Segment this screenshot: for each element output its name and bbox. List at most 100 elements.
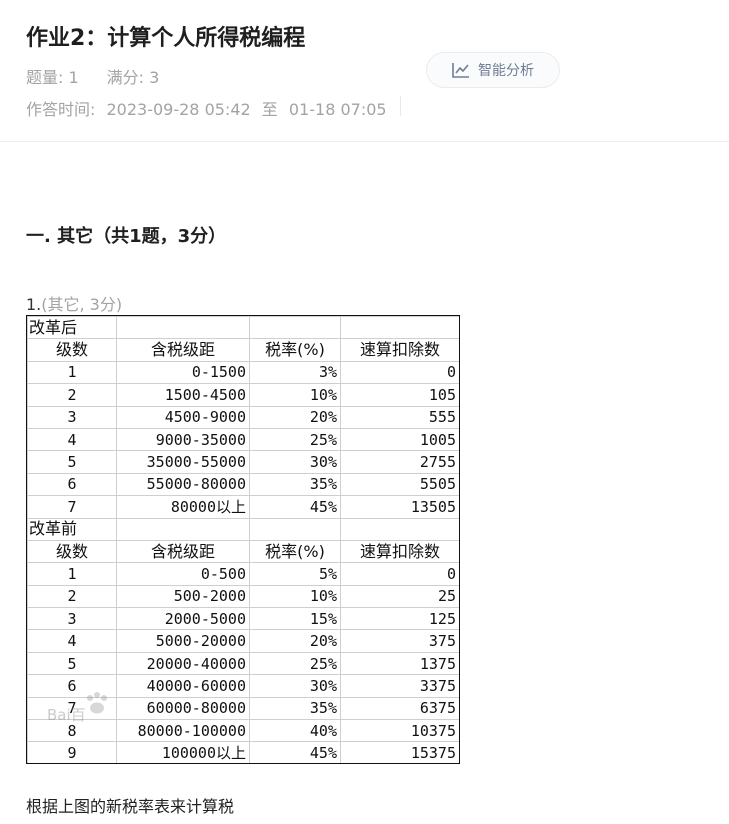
table-cell: 9 bbox=[27, 741, 117, 763]
table-cell: 1 bbox=[27, 562, 117, 586]
table-column-header: 税率(%) bbox=[249, 338, 341, 362]
meta-row-score: 题量: 1 满分: 3 bbox=[26, 64, 159, 88]
table-header-row: 级数 含税级距 税率(%) 速算扣除数 bbox=[27, 539, 459, 564]
table-cell: 2 bbox=[27, 584, 117, 609]
table-row: 7 80000以上 45% 13505 bbox=[27, 495, 459, 519]
table-column-header: 速算扣除数 bbox=[340, 539, 459, 564]
line-chart-icon bbox=[452, 62, 470, 78]
table-row: 4 5000-20000 20% 375 bbox=[27, 629, 459, 653]
assignment-title: 作业2：计算个人所得税编程 bbox=[26, 26, 306, 51]
table-cell: 2 bbox=[27, 383, 117, 407]
table-cell: 3375 bbox=[340, 674, 459, 698]
table-cell: 8 bbox=[27, 719, 117, 743]
table-empty-cell bbox=[340, 316, 459, 340]
table-empty-cell bbox=[249, 517, 341, 541]
table-cell: 55000-80000 bbox=[116, 472, 250, 497]
table-column-header: 含税级距 bbox=[116, 338, 250, 362]
table-group-before: 改革前 bbox=[27, 517, 459, 541]
table-cell: 1005 bbox=[340, 427, 459, 452]
table-cell: 5 bbox=[27, 450, 117, 474]
table-cell: 7 bbox=[27, 495, 117, 519]
table-cell: 10% bbox=[249, 584, 341, 609]
table-cell: 35% bbox=[249, 696, 341, 721]
table-cell: 5000-20000 bbox=[116, 629, 250, 653]
table-cell: 45% bbox=[249, 741, 341, 763]
table-cell: 15375 bbox=[340, 741, 459, 763]
table-cell: 40% bbox=[249, 719, 341, 743]
table-cell: 375 bbox=[340, 629, 459, 653]
table-cell: 1500-4500 bbox=[116, 383, 250, 407]
table-cell: 0-500 bbox=[116, 562, 250, 586]
table-cell: 6375 bbox=[340, 696, 459, 721]
table-cell: 15% bbox=[249, 607, 341, 631]
table-cell: 4 bbox=[27, 427, 117, 452]
smart-analysis-button[interactable]: 智能分析 bbox=[426, 52, 560, 88]
table-cell: 10% bbox=[249, 383, 341, 407]
table-cell: 80000-100000 bbox=[116, 719, 250, 743]
table-cell: 1 bbox=[27, 360, 117, 385]
table-cell: 0 bbox=[340, 360, 459, 385]
meta-row-time: 作答时间: 2023-09-28 05:42 至 01-18 07:05 bbox=[26, 96, 401, 120]
table-cell: 80000以上 bbox=[116, 495, 250, 519]
table-cell: 45% bbox=[249, 495, 341, 519]
table-row: 3 4500-9000 20% 555 bbox=[27, 405, 459, 429]
table-group-after: 改革后 bbox=[27, 316, 459, 340]
table-row: 3 2000-5000 15% 125 bbox=[27, 607, 459, 631]
table-row: 1 0-1500 3% 0 bbox=[27, 360, 459, 385]
table-cell: 5505 bbox=[340, 472, 459, 497]
table-cell: 10375 bbox=[340, 719, 459, 743]
table-cell: 4 bbox=[27, 629, 117, 653]
question-type-score: (其它, 3分) bbox=[41, 295, 123, 314]
table-cell: 35000-55000 bbox=[116, 450, 250, 474]
table-row: 1 0-500 5% 0 bbox=[27, 562, 459, 586]
table-cell: 0 bbox=[340, 562, 459, 586]
table-row: 9 100000以上 45% 15375 bbox=[27, 741, 459, 763]
table-cell: 60000-80000 bbox=[116, 696, 250, 721]
header-divider bbox=[0, 141, 729, 142]
table-row: 4 9000-35000 25% 1005 bbox=[27, 427, 459, 452]
time-separator: 至 bbox=[261, 100, 278, 119]
table-cell: 100000以上 bbox=[116, 741, 250, 763]
time-end: 01-18 07:05 bbox=[288, 100, 387, 119]
question-prompt: 根据上图的新税率表来计算税 bbox=[26, 797, 235, 816]
table-row: 5 35000-55000 30% 2755 bbox=[27, 450, 459, 474]
smart-analysis-label: 智能分析 bbox=[478, 63, 534, 79]
table-cell: 125 bbox=[340, 607, 459, 631]
table-cell: 0-1500 bbox=[116, 360, 250, 385]
table-cell: 2755 bbox=[340, 450, 459, 474]
meta-divider bbox=[400, 96, 401, 116]
table-column-header: 税率(%) bbox=[249, 539, 341, 564]
table-row: 6 55000-80000 35% 5505 bbox=[27, 472, 459, 497]
table-cell: 3% bbox=[249, 360, 341, 385]
table-cell: 555 bbox=[340, 405, 459, 429]
table-cell: 13505 bbox=[340, 495, 459, 519]
table-cell: 5 bbox=[27, 651, 117, 676]
full-score: 满分: 3 bbox=[106, 68, 160, 87]
table-cell: 3 bbox=[27, 607, 117, 631]
table-row: 6 40000-60000 30% 3375 bbox=[27, 674, 459, 698]
table-group-label: 改革后 bbox=[27, 316, 117, 340]
table-row: 7 60000-80000 35% 6375 bbox=[27, 696, 459, 721]
table-column-header: 级数 bbox=[27, 338, 117, 362]
question-number: 1. bbox=[26, 295, 42, 314]
tax-rate-table: 改革后 级数 含税级距 税率(%) 速算扣除数 1 0-1500 3% 0 2 1500-4500 1… bbox=[27, 316, 459, 763]
table-cell: 4500-9000 bbox=[116, 405, 250, 429]
question-header: 1.(其它, 3分) bbox=[26, 291, 122, 315]
table-cell: 20% bbox=[249, 629, 341, 653]
table-cell: 25% bbox=[249, 427, 341, 452]
tax-rate-table-image: 改革后 级数 含税级距 税率(%) 速算扣除数 1 0-1500 3% 0 2 1500-4500 1… bbox=[26, 315, 460, 764]
table-cell: 3 bbox=[27, 405, 117, 429]
table-header-row: 级数 含税级距 税率(%) 速算扣除数 bbox=[27, 338, 459, 362]
table-cell: 25 bbox=[340, 584, 459, 609]
table-cell: 2000-5000 bbox=[116, 607, 250, 631]
table-cell: 20000-40000 bbox=[116, 651, 250, 676]
table-cell: 6 bbox=[27, 472, 117, 497]
table-column-header: 级数 bbox=[27, 539, 117, 564]
question-count: 题量: 1 bbox=[26, 68, 79, 87]
table-cell: 1375 bbox=[340, 651, 459, 676]
table-row: 5 20000-40000 25% 1375 bbox=[27, 651, 459, 676]
time-start: 2023-09-28 05:42 bbox=[106, 100, 251, 119]
table-empty-cell bbox=[340, 517, 459, 541]
table-empty-cell bbox=[116, 316, 250, 340]
table-row: 8 80000-100000 40% 10375 bbox=[27, 719, 459, 743]
